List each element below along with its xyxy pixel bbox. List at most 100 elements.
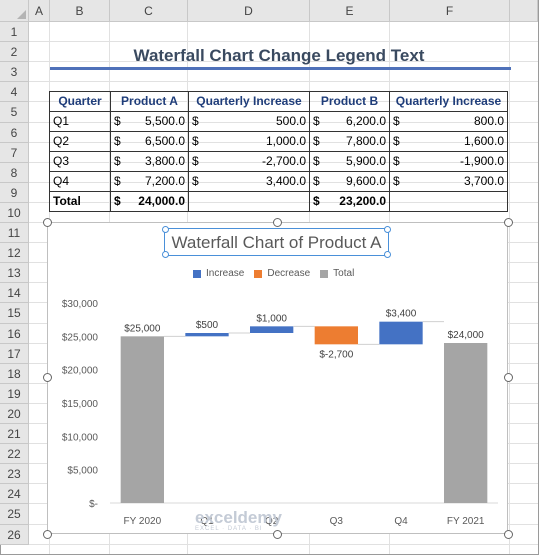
cell-empty[interactable] — [389, 191, 508, 212]
data-label: $3,400 — [386, 309, 417, 320]
chart-resize-handle[interactable] — [504, 530, 513, 539]
row-header[interactable]: 17 — [0, 344, 29, 364]
x-category-label: FY 2020 — [124, 516, 162, 527]
chart-legend[interactable]: Increase Decrease Total — [193, 268, 354, 279]
cell-increase-b[interactable]: $3,700.0 — [389, 171, 508, 192]
chart-resize-handle[interactable] — [504, 218, 513, 227]
title-handle[interactable] — [162, 251, 169, 258]
chart-resize-handle[interactable] — [43, 218, 52, 227]
legend-item-total[interactable]: Total — [320, 268, 354, 279]
cell-product-a[interactable]: $3,800.0 — [110, 151, 189, 172]
cell-value: 23,200.0 — [339, 194, 386, 208]
column-header-next[interactable] — [510, 0, 538, 22]
row-header[interactable]: 12 — [0, 243, 29, 263]
row-header[interactable]: 7 — [0, 143, 29, 163]
header-quarter[interactable]: Quarter — [49, 91, 111, 112]
cell-increase-b[interactable]: $1,600.0 — [389, 131, 508, 152]
cell-empty[interactable] — [188, 191, 310, 212]
legend-item-increase[interactable]: Increase — [193, 268, 244, 279]
currency-symbol: $ — [313, 194, 320, 208]
title-handle[interactable] — [162, 226, 169, 233]
header-product-b[interactable]: Product B — [309, 91, 390, 112]
row-header[interactable]: 4 — [0, 82, 29, 102]
cell-total-b[interactable]: $23,200.0 — [309, 191, 390, 212]
cell-increase-a[interactable]: $ -2,700.0 — [188, 151, 310, 172]
row-header[interactable]: 14 — [0, 283, 29, 303]
row-header[interactable]: 9 — [0, 183, 29, 203]
cell-product-a[interactable]: $6,500.0 — [110, 131, 189, 152]
select-all-corner[interactable] — [0, 0, 29, 22]
bar-total — [444, 343, 488, 503]
row-header[interactable]: 11 — [0, 223, 29, 243]
chart-resize-handle[interactable] — [43, 530, 52, 539]
title-handle[interactable] — [384, 251, 391, 258]
row-header[interactable]: 18 — [0, 364, 29, 384]
cell-quarter[interactable]: Q4 — [49, 171, 111, 192]
cell-total-a[interactable]: $24,000.0 — [110, 191, 189, 212]
chart-resize-handle[interactable] — [273, 218, 282, 227]
row-header[interactable]: 6 — [0, 123, 29, 143]
header-quarterly-increase-a[interactable]: Quarterly Increase — [188, 91, 310, 112]
row-header[interactable]: 20 — [0, 404, 29, 424]
cell-quarter[interactable]: Q2 — [49, 131, 111, 152]
cell-value: 3,400.0 — [265, 174, 306, 188]
title-handle[interactable] — [384, 226, 391, 233]
cell-increase-a[interactable]: $1,000.0 — [188, 131, 310, 152]
column-header-e[interactable]: E — [310, 0, 390, 22]
row-header[interactable]: 16 — [0, 324, 29, 344]
column-header-a[interactable]: A — [29, 0, 50, 22]
row-header[interactable]: 23 — [0, 464, 29, 484]
cell-product-b[interactable]: $7,800.0 — [309, 131, 390, 152]
row-header[interactable]: 15 — [0, 303, 29, 324]
row-header[interactable]: 10 — [0, 203, 29, 223]
row-header[interactable]: 1 — [0, 22, 29, 42]
column-header-d[interactable]: D — [188, 0, 310, 22]
title-underline — [50, 67, 511, 70]
bar-increase — [250, 326, 294, 333]
currency-symbol: $ — [192, 154, 199, 168]
legend-item-decrease[interactable]: Decrease — [254, 268, 310, 279]
row-header[interactable]: 21 — [0, 424, 29, 444]
chart-resize-handle[interactable] — [273, 530, 282, 539]
cell-product-b[interactable]: $5,900.0 — [309, 151, 390, 172]
row-header[interactable]: 2 — [0, 42, 29, 62]
column-header-f[interactable]: F — [390, 0, 510, 22]
cell-quarter[interactable]: Q3 — [49, 151, 111, 172]
row-header[interactable]: 5 — [0, 102, 29, 123]
column-header-c[interactable]: C — [110, 0, 188, 22]
currency-symbol: $ — [192, 174, 199, 188]
cell-value: 1,600.0 — [463, 134, 504, 148]
row-header[interactable]: 3 — [0, 62, 29, 82]
chart-resize-handle[interactable] — [43, 373, 52, 382]
row-header[interactable]: 26 — [0, 525, 29, 545]
cell-product-a[interactable]: $7,200.0 — [110, 171, 189, 192]
cell-increase-b[interactable]: $ -1,900.0 — [389, 151, 508, 172]
cell-quarter[interactable]: Q1 — [49, 111, 111, 132]
cell-increase-a[interactable]: $3,400.0 — [188, 171, 310, 192]
row-header[interactable]: 8 — [0, 163, 29, 183]
column-header-b[interactable]: B — [50, 0, 110, 22]
chart-title-box[interactable]: Waterfall Chart of Product A — [162, 226, 391, 258]
cell-increase-a[interactable]: $500.0 — [188, 111, 310, 132]
currency-symbol: $ — [393, 114, 400, 128]
header-quarterly-increase-b[interactable]: Quarterly Increase — [389, 91, 508, 112]
cell-product-a[interactable]: $5,500.0 — [110, 111, 189, 132]
cell-total-label[interactable]: Total — [49, 191, 111, 212]
cell-product-b[interactable]: $9,600.0 — [309, 171, 390, 192]
row-header[interactable]: 19 — [0, 384, 29, 404]
currency-symbol: $ — [192, 114, 199, 128]
cell-value: 500.0 — [275, 114, 306, 128]
cell-product-b[interactable]: $6,200.0 — [309, 111, 390, 132]
chart-resize-handle[interactable] — [504, 373, 513, 382]
row-header[interactable]: 22 — [0, 444, 29, 464]
chart-title[interactable]: Waterfall Chart of Product A — [171, 233, 382, 252]
header-product-a[interactable]: Product A — [110, 91, 189, 112]
cell-value: 7,200.0 — [144, 174, 185, 188]
cell-value: 9,600.0 — [345, 174, 386, 188]
waterfall-chart[interactable]: Waterfall Chart of Product A Increase De… — [47, 222, 508, 534]
row-header[interactable]: 24 — [0, 484, 29, 504]
cell-increase-b[interactable]: $800.0 — [389, 111, 508, 132]
row-header[interactable]: 13 — [0, 263, 29, 283]
row-header[interactable]: 25 — [0, 504, 29, 525]
cell-value: 6,200.0 — [345, 114, 386, 128]
